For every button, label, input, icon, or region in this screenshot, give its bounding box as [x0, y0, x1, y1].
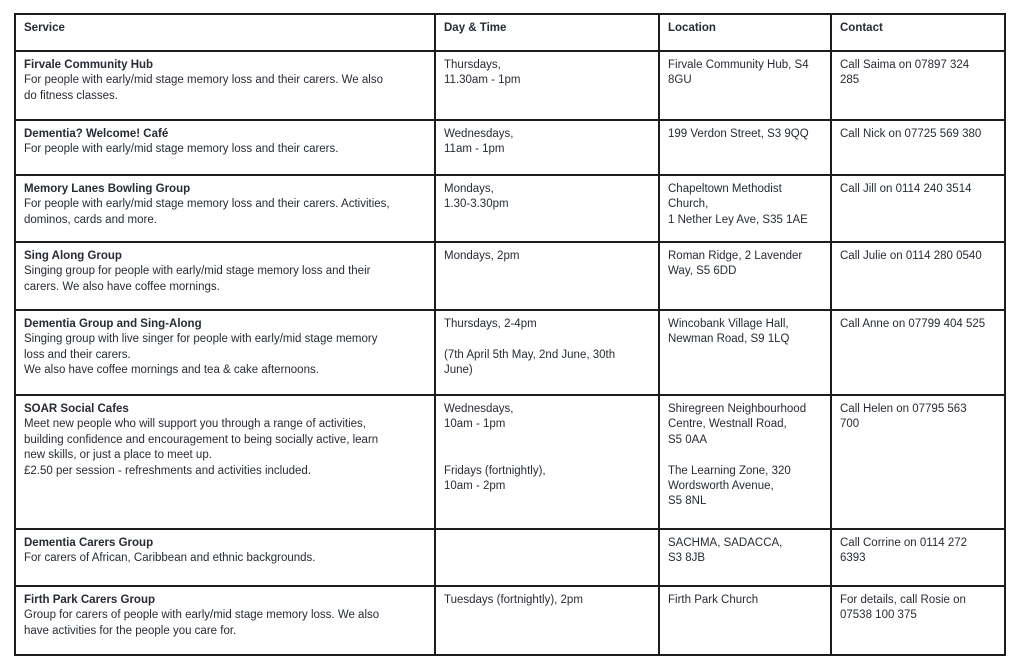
service-title: Firth Park Carers Group: [24, 594, 156, 606]
contact-cell: Call Saima on 07897 324 285: [830, 50, 1006, 121]
table-row: Firth Park Carers Group Group for carers…: [14, 585, 1006, 656]
table-row: SOAR Social Cafes Meet new people who wi…: [14, 394, 1006, 530]
service-description: Meet new people who will support you thr…: [24, 418, 379, 477]
service-description: Singing group with live singer for peopl…: [24, 333, 378, 377]
location-cell: Firth Park Church: [658, 585, 832, 656]
location-cell: Shiregreen Neighbourhood Centre, Westnal…: [658, 394, 832, 530]
contact-cell: Call Julie on 0114 280 0540: [830, 241, 1006, 311]
contact-cell: For details, call Rosie on 07538 100 375: [830, 585, 1006, 656]
location-cell: Chapeltown Methodist Church, 1 Nether Le…: [658, 174, 832, 243]
service-title: Dementia? Welcome! Café: [24, 128, 169, 140]
location-cell: Roman Ridge, 2 Lavender Way, S5 6DD: [658, 241, 832, 311]
services-table: Service Day & Time Location Contact Firv…: [14, 13, 1006, 656]
table-body: Firvale Community Hub For people with ea…: [14, 50, 1006, 656]
table-row: Dementia? Welcome! Café For people with …: [14, 119, 1006, 176]
location-cell: 199 Verdon Street, S3 9QQ: [658, 119, 832, 176]
service-description: Singing group for people with early/mid …: [24, 265, 371, 293]
table-row: Sing Along Group Singing group for peopl…: [14, 241, 1006, 311]
column-header-location: Location: [658, 13, 832, 52]
service-cell: Memory Lanes Bowling Group For people wi…: [14, 174, 436, 243]
day-time-cell: Wednesdays, 10am - 1pm Fridays (fortnigh…: [434, 394, 660, 530]
service-description: For people with early/mid stage memory l…: [24, 198, 390, 226]
table-row: Memory Lanes Bowling Group For people wi…: [14, 174, 1006, 243]
column-header-day-time: Day & Time: [434, 13, 660, 52]
service-cell: Firvale Community Hub For people with ea…: [14, 50, 436, 121]
location-cell: Firvale Community Hub, S4 8GU: [658, 50, 832, 121]
service-title: SOAR Social Cafes: [24, 403, 129, 415]
column-header-service: Service: [14, 13, 436, 52]
service-cell: Dementia? Welcome! Café For people with …: [14, 119, 436, 176]
service-description: Group for carers of people with early/mi…: [24, 609, 380, 637]
day-time-cell: Wednesdays, 11am - 1pm: [434, 119, 660, 176]
table-row: Firvale Community Hub For people with ea…: [14, 50, 1006, 121]
location-cell: Wincobank Village Hall, Newman Road, S9 …: [658, 309, 832, 396]
day-time-cell: Mondays, 2pm: [434, 241, 660, 311]
day-time-cell: Mondays, 1.30-3.30pm: [434, 174, 660, 243]
service-description: For people with early/mid stage memory l…: [24, 143, 339, 156]
header-row: Service Day & Time Location Contact: [14, 13, 1006, 52]
day-time-cell: Thursdays, 2-4pm (7th April 5th May, 2nd…: [434, 309, 660, 396]
service-cell: SOAR Social Cafes Meet new people who wi…: [14, 394, 436, 530]
contact-cell: Call Anne on 07799 404 525: [830, 309, 1006, 396]
service-title: Sing Along Group: [24, 250, 122, 262]
service-cell: Dementia Group and Sing-Along Singing gr…: [14, 309, 436, 396]
service-title: Dementia Group and Sing-Along: [24, 318, 202, 330]
service-cell: Dementia Carers Group For carers of Afri…: [14, 528, 436, 587]
day-time-cell: [434, 528, 660, 587]
service-description: For people with early/mid stage memory l…: [24, 74, 383, 102]
table-row: Dementia Group and Sing-Along Singing gr…: [14, 309, 1006, 396]
service-title: Firvale Community Hub: [24, 59, 154, 71]
service-title: Memory Lanes Bowling Group: [24, 183, 191, 195]
location-cell: SACHMA, SADACCA, S3 8JB: [658, 528, 832, 587]
column-header-contact: Contact: [830, 13, 1006, 52]
contact-cell: Call Corrine on 0114 272 6393: [830, 528, 1006, 587]
contact-cell: Call Nick on 07725 569 380: [830, 119, 1006, 176]
service-cell: Sing Along Group Singing group for peopl…: [14, 241, 436, 311]
contact-cell: Call Helen on 07795 563 700: [830, 394, 1006, 530]
day-time-cell: Thursdays, 11.30am - 1pm: [434, 50, 660, 121]
day-time-cell: Tuesdays (fortnightly), 2pm: [434, 585, 660, 656]
service-cell: Firth Park Carers Group Group for carers…: [14, 585, 436, 656]
contact-cell: Call Jill on 0114 240 3514: [830, 174, 1006, 243]
table-row: Dementia Carers Group For carers of Afri…: [14, 528, 1006, 587]
service-description: For carers of African, Caribbean and eth…: [24, 552, 316, 565]
service-title: Dementia Carers Group: [24, 537, 154, 549]
